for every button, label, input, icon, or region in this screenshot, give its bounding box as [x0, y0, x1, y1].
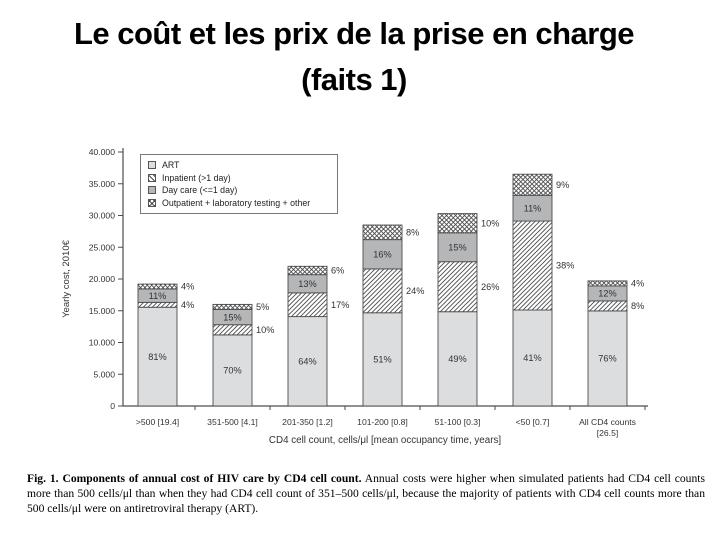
segment-label: 13%: [298, 279, 316, 289]
bar-segment: [437, 213, 478, 234]
y-tick-label: 40.000: [89, 147, 116, 157]
x-category-label: >500 [19.4]: [136, 417, 179, 427]
bar-segment: [287, 316, 328, 407]
x-category-label: 351-500 [4.1]: [207, 417, 258, 427]
bar-segment: [212, 303, 253, 310]
legend-label: Inpatient (>1 day): [162, 172, 231, 183]
segment-label: 4%: [181, 282, 194, 292]
figure-caption: Fig. 1. Components of annual cost of HIV…: [27, 471, 705, 517]
segment-label: 26%: [481, 282, 499, 292]
y-tick-label: 5.000: [93, 369, 115, 379]
y-tick-label: 15.000: [89, 306, 116, 316]
bar-segment: [437, 232, 478, 263]
segment-label: 49%: [448, 354, 466, 364]
segment-label: 11%: [524, 203, 542, 213]
legend-label: ART: [162, 160, 180, 170]
segment-label: 41%: [523, 353, 541, 363]
bar-segment: [287, 292, 328, 318]
bar-segment: [137, 283, 178, 290]
bar-segment: [212, 334, 253, 407]
bar-segment: [512, 309, 553, 407]
bar-segment: [362, 224, 403, 241]
legend-label: Day care (<=1 day): [162, 185, 238, 196]
legend-label: Outpatient + laboratory testing + other: [162, 197, 311, 208]
segment-label: 81%: [148, 352, 166, 362]
caption-bold: Fig. 1. Components of annual cost of HIV…: [27, 471, 362, 485]
caption-body: Annual costs were higher when simulated …: [27, 471, 705, 516]
bar-segment: [512, 220, 553, 311]
chart-figure: 0 5.000 10.000 15.000 20.000 25.000 30.000 35.0…: [55, 130, 715, 460]
segment-label: 8%: [406, 228, 419, 238]
bar-segment: [437, 311, 478, 407]
segment-label: 8%: [631, 301, 644, 311]
segment-label: 11%: [149, 291, 167, 301]
y-tick-label: 10.000: [89, 338, 116, 348]
chart-legend: ART Inpatient (>1 day) Day care (<=1 day) O…: [140, 154, 338, 215]
x-category-label: 101-200 [0.8]: [357, 417, 408, 427]
segment-label: 16%: [373, 249, 391, 259]
bar-segment: [362, 312, 403, 407]
y-tick-label: 25.000: [89, 242, 116, 252]
page-title-line2: (faits 1): [301, 61, 407, 97]
y-tick-label: 35.000: [89, 179, 116, 189]
bar-segment: [287, 265, 328, 276]
segment-label: 10%: [481, 218, 499, 228]
legend-item: Day care (<=1 day): [148, 184, 332, 197]
page-title-line1: Le coût et les prix de la prise en charg…: [73, 16, 635, 51]
x-category-label: 51-100 [0.3]: [435, 417, 481, 427]
x-category-label: <50 [0.7]: [516, 417, 550, 427]
legend-swatch-icon: [148, 186, 156, 195]
x-category-label: 201-350 [1.2]: [282, 417, 333, 427]
segment-label: 64%: [298, 356, 316, 366]
segment-label: 17%: [331, 300, 349, 310]
legend-item: ART: [148, 159, 332, 172]
x-category-label: All CD4 counts: [579, 417, 636, 427]
segment-label: 10%: [256, 325, 274, 335]
segment-label: 5%: [256, 302, 269, 312]
bar-segment: [137, 306, 178, 407]
x-axis-title: CD4 cell count, cells/μl [mean occupancy…: [269, 435, 501, 446]
segment-label: 9%: [556, 180, 569, 190]
legend-item: Outpatient + laboratory testing + other: [148, 197, 332, 210]
chart-svg: 0 5.000 10.000 15.000 20.000 25.000 30.000 35.0…: [61, 147, 648, 446]
legend-swatch-icon: [148, 173, 156, 182]
segment-label: 24%: [406, 286, 424, 296]
segment-label: 70%: [223, 366, 241, 376]
segment-label: 15%: [448, 242, 466, 252]
bar-segment: [587, 280, 628, 287]
segment-label: 51%: [373, 355, 391, 365]
segment-label: 38%: [556, 261, 574, 271]
bar-segment: [212, 324, 253, 336]
bar-segment: [512, 194, 553, 222]
bar-segment: [437, 261, 478, 313]
segment-label: 76%: [598, 354, 616, 364]
bar-segment: [362, 268, 403, 314]
segment-label: 15%: [223, 312, 241, 322]
legend-swatch-icon: [148, 161, 156, 170]
y-axis-title: Yearly cost, 2010€: [61, 239, 72, 318]
y-tick-label: 0: [110, 401, 115, 411]
bar-segment: [137, 301, 178, 308]
bar-segment: [587, 310, 628, 407]
legend-swatch-icon: [148, 199, 156, 208]
page-title: Le coût et les prix de la prise en charg…: [6, 11, 702, 102]
y-tick-label: 30.000: [89, 211, 116, 221]
x-category-label: [26.5]: [597, 428, 619, 438]
segment-label: 4%: [181, 300, 194, 310]
bar-segment: [587, 300, 628, 312]
segment-label: 4%: [631, 279, 644, 289]
bar-segment: [512, 173, 553, 196]
legend-item: Inpatient (>1 day): [148, 172, 332, 185]
segment-label: 12%: [598, 289, 616, 299]
y-tick-label: 20.000: [89, 274, 116, 284]
segment-label: 6%: [331, 266, 344, 276]
